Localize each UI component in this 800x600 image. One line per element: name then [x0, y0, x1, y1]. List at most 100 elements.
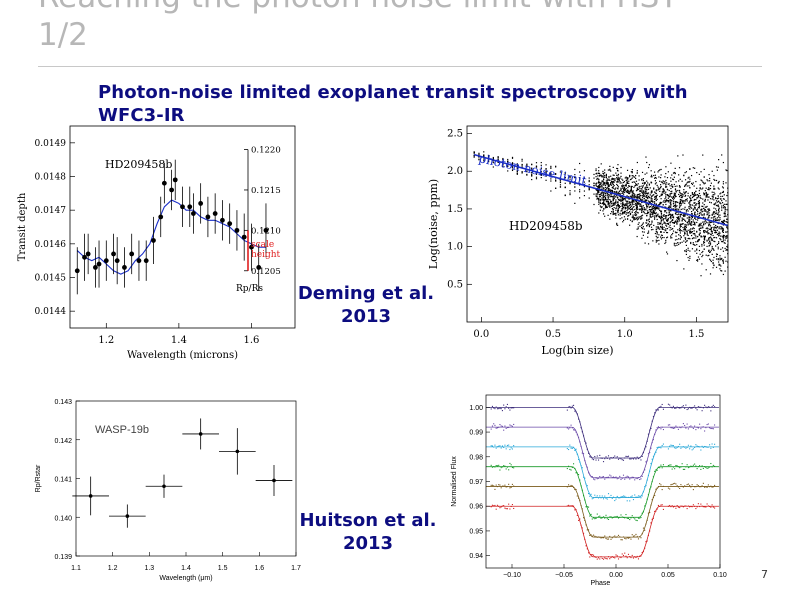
noise-point [702, 198, 704, 200]
flux-point [610, 516, 612, 518]
noise-point [678, 191, 681, 193]
flux-point [637, 517, 640, 519]
flux-point [510, 464, 512, 466]
noise-point [665, 223, 667, 225]
noise-point [624, 210, 626, 212]
noise-point [690, 210, 693, 213]
noise-point [569, 175, 571, 177]
noise-point [653, 211, 655, 213]
flux-point [637, 457, 640, 460]
noise-point [659, 215, 661, 217]
noise-point [660, 174, 662, 176]
data-point [125, 514, 130, 518]
noise-point [718, 234, 720, 236]
noise-point [638, 193, 640, 196]
data-point [96, 261, 102, 267]
flux-point [672, 405, 674, 407]
noise-point [636, 207, 638, 209]
noise-point [705, 187, 707, 189]
flux-point [566, 448, 568, 450]
noise-point [686, 182, 688, 184]
flux-point [634, 518, 636, 520]
noise-point [681, 200, 683, 202]
noise-point [718, 242, 720, 245]
noise-point [712, 212, 714, 214]
flux-point [599, 495, 601, 497]
flux-point [566, 486, 568, 488]
light-curve-series [490, 482, 716, 541]
noise-point [687, 234, 689, 237]
flux-point [696, 409, 698, 411]
noise-point [642, 195, 644, 197]
noise-point [638, 208, 640, 210]
noise-point [637, 203, 639, 205]
flux-point [704, 430, 706, 432]
noise-point [545, 172, 547, 174]
noise-point [669, 222, 671, 224]
noise-point [706, 205, 708, 208]
flux-point [660, 464, 662, 466]
flux-point [511, 503, 513, 506]
noise-point [632, 216, 634, 218]
noise-point [641, 209, 644, 211]
flux-point [622, 459, 625, 461]
noise-point [705, 227, 707, 230]
noise-point [700, 223, 702, 225]
noise-point [611, 205, 614, 207]
flux-point [584, 477, 586, 479]
flux-point [689, 448, 691, 450]
noise-point [612, 200, 614, 202]
noise-point [666, 199, 668, 201]
noise-point [602, 175, 604, 177]
noise-point [725, 237, 727, 239]
noise-point [610, 205, 613, 207]
noise-point [706, 227, 708, 229]
noise-point [598, 184, 601, 186]
noise-point [707, 255, 709, 257]
flux-point [655, 451, 657, 453]
flux-point [701, 410, 703, 412]
noise-point [614, 188, 616, 190]
noise-point [721, 186, 724, 188]
noise-point [699, 227, 701, 229]
noise-point [695, 235, 697, 237]
noise-point [717, 258, 719, 260]
noise-point [574, 174, 576, 176]
noise-point [672, 203, 675, 205]
noise-point [652, 194, 654, 196]
noise-point [720, 265, 722, 267]
noise-point [588, 189, 590, 191]
noise-point [603, 199, 605, 201]
noise-point [662, 215, 664, 217]
citation-huitson: Huitson et al. 2013 [299, 510, 437, 554]
noise-point [607, 169, 609, 171]
noise-point [603, 187, 605, 190]
noise-point [711, 230, 713, 233]
noise-point [559, 181, 562, 183]
noise-point [597, 187, 599, 189]
noise-point [710, 182, 712, 184]
noise-point [616, 178, 619, 180]
noise-point [675, 211, 677, 214]
noise-point [686, 208, 688, 211]
flux-point [605, 537, 607, 540]
noise-point [616, 183, 618, 186]
flux-point [630, 458, 632, 460]
noise-point [483, 154, 485, 156]
flux-point [677, 506, 679, 508]
flux-point [676, 465, 678, 467]
noise-point [702, 226, 704, 228]
noise-point [681, 195, 683, 198]
noise-point [692, 233, 694, 235]
noise-point [622, 211, 624, 213]
noise-point [696, 231, 698, 233]
slide-title: Reaching the photon noise limit with HST… [38, 0, 678, 53]
noise-point [598, 174, 601, 176]
noise-point [593, 177, 595, 179]
noise-point [709, 188, 712, 190]
x-tick-label: 1.5 [218, 565, 228, 572]
noise-point [721, 236, 724, 238]
y-tick-label: 1.00 [469, 405, 483, 412]
noise-point [703, 248, 705, 250]
noise-point [713, 199, 715, 201]
